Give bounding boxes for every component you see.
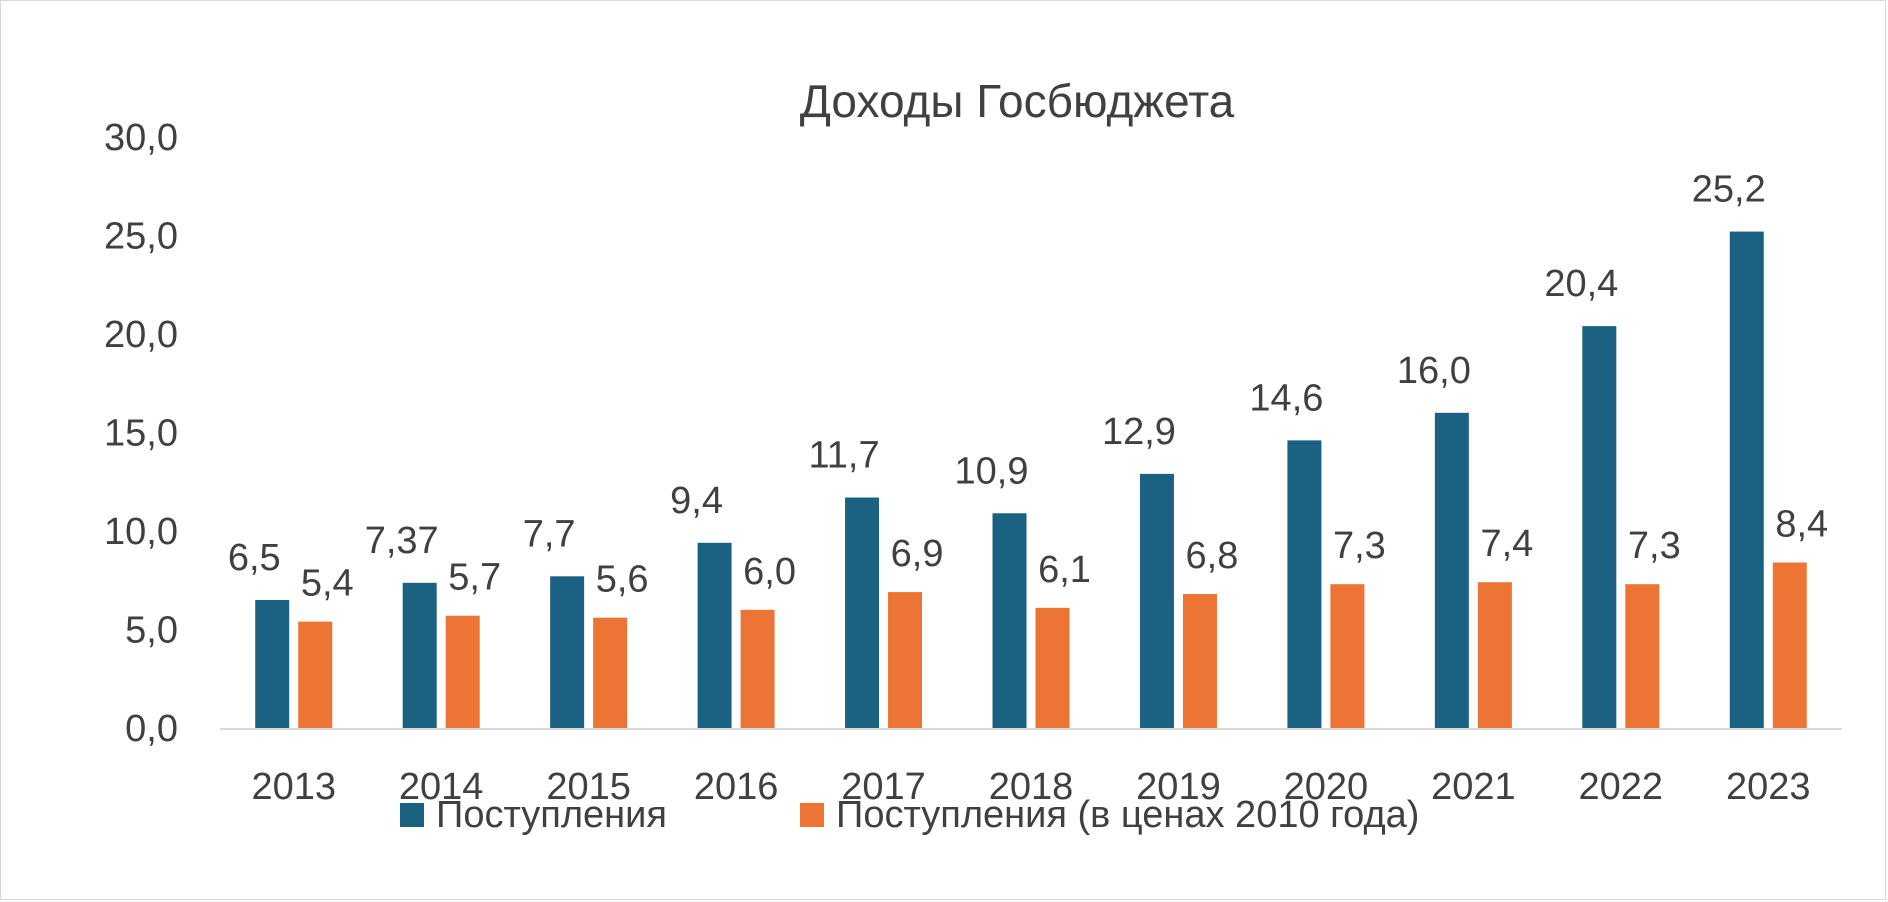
data-label: 10,9 <box>955 450 1029 492</box>
bar-revenue <box>255 599 290 728</box>
bar-revenue-2010-prices <box>445 615 480 728</box>
bar-revenue <box>845 497 880 728</box>
data-label: 6,8 <box>1186 535 1239 577</box>
legend-swatch-revenue-2010-prices <box>800 803 824 827</box>
y-tick-label: 5,0 <box>125 610 178 652</box>
bar-revenue <box>402 582 437 728</box>
data-label: 11,7 <box>808 435 879 477</box>
data-label: 6,1 <box>1038 549 1091 591</box>
y-tick-label: 0,0 <box>125 708 178 750</box>
x-tick-label: 2022 <box>1579 766 1664 808</box>
bar-revenue <box>697 542 732 728</box>
x-axis: 2013 2014 2015 2016 2017 2018 2019 2020 2021 2022… <box>220 728 1842 808</box>
x-tick-label: 2021 <box>1431 766 1516 808</box>
data-label: 7,37 <box>365 520 439 562</box>
bar-revenue-2010-prices <box>1035 607 1070 728</box>
legend-swatch-revenue <box>400 803 424 827</box>
bar-revenue-2010-prices <box>1477 582 1512 728</box>
bar-revenue <box>550 576 585 728</box>
y-tick-label: 20,0 <box>104 314 178 356</box>
chart-title: Доходы Госбюджета <box>800 75 1235 127</box>
data-labels: 6,5 5,4 7,375,7 7,7 5,6 9,4 6,0 11,7 6,9 10,9 6,1 1… <box>228 169 1828 605</box>
data-label: 25,2 <box>1692 169 1766 211</box>
data-label: 6,9 <box>891 533 944 575</box>
data-label: 5,4 <box>301 563 354 605</box>
bar-revenue <box>1434 412 1469 728</box>
bar-revenue-2010-prices <box>1772 562 1807 728</box>
data-label: 7,3 <box>1333 525 1386 567</box>
y-tick-label: 25,0 <box>104 216 178 258</box>
bar-revenue-2010-prices <box>1182 594 1217 728</box>
bar-revenue <box>1139 473 1174 728</box>
legend-label-revenue-2010-prices: Поступления (в ценах 2010 года) <box>836 794 1419 836</box>
data-label: 5,6 <box>596 559 649 601</box>
bars <box>255 231 1807 728</box>
data-label: 16,0 <box>1397 350 1471 392</box>
x-tick-label: 2018 <box>989 766 1074 808</box>
y-tick-label: 10,0 <box>104 511 178 553</box>
bar-revenue-2010-prices <box>593 617 628 728</box>
bar-revenue-2010-prices <box>1330 584 1365 728</box>
bar-revenue <box>1582 326 1617 728</box>
data-label: 9,4 <box>670 480 723 522</box>
y-tick-label: 30,0 <box>104 117 178 159</box>
legend: Поступления Поступления (в ценах 2010 год… <box>400 794 1419 836</box>
data-label: 7,4 <box>1480 523 1533 565</box>
x-tick-label: 2017 <box>841 766 926 808</box>
data-label: 20,4 <box>1544 263 1618 305</box>
bar-revenue <box>1287 440 1322 728</box>
x-tick-label: 2019 <box>1136 766 1221 808</box>
data-label: 12,9 <box>1102 411 1176 453</box>
y-tick-label: 15,0 <box>104 413 178 455</box>
y-axis: 0,0 5,0 10,0 15,0 20,0 25,0 30,0 <box>104 117 178 750</box>
data-label: 8,4 <box>1775 504 1828 546</box>
data-label: 14,6 <box>1249 377 1323 419</box>
bar-revenue <box>1729 231 1764 728</box>
data-label: 7,3 <box>1628 525 1681 567</box>
data-label: 6,5 <box>228 537 281 579</box>
x-tick-label: 2015 <box>546 766 631 808</box>
bar-revenue-2010-prices <box>888 592 923 728</box>
bar-revenue-2010-prices <box>740 609 775 728</box>
data-label: 7,7 <box>523 513 576 555</box>
x-tick-label: 2016 <box>694 766 779 808</box>
legend-label-revenue: Поступления <box>436 794 667 836</box>
bar-revenue <box>992 513 1027 728</box>
data-label: 5,7 <box>448 557 501 599</box>
x-tick-label: 2014 <box>399 766 484 808</box>
x-tick-label: 2013 <box>251 766 336 808</box>
bar-revenue-2010-prices <box>1625 584 1660 728</box>
x-tick-label: 2023 <box>1726 766 1811 808</box>
bar-revenue-2010-prices <box>298 621 333 728</box>
x-tick-label: 2020 <box>1284 766 1369 808</box>
data-label: 6,0 <box>743 551 796 593</box>
